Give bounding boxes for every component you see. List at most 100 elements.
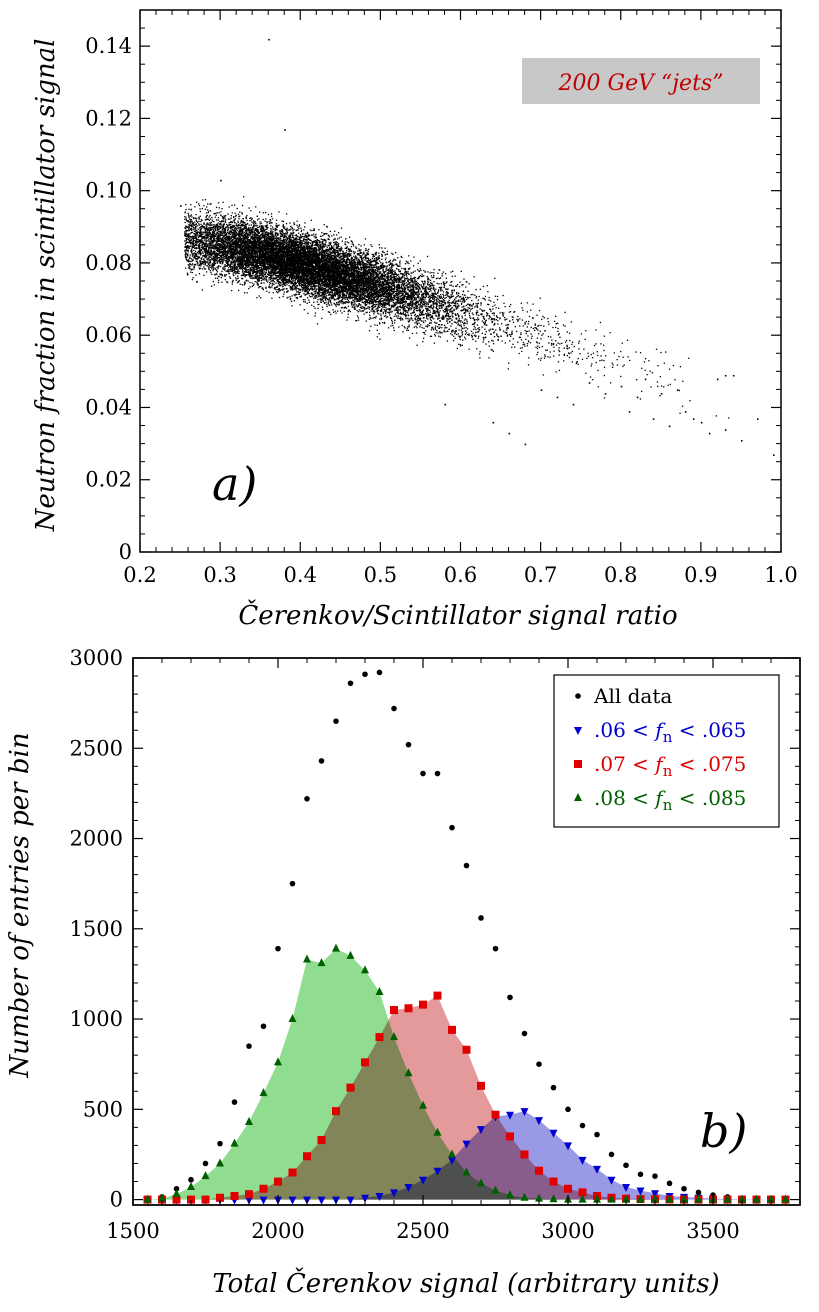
panel-a-scatter-point [429,309,431,311]
panel-a-scatter-point [290,277,293,279]
panel-a-scatter-point [538,342,540,344]
panel-a-scatter-point [270,215,273,218]
panel-a-scatter-point [391,319,393,322]
panel-a-scatter-point [235,279,237,281]
panel-a-scatter-point [487,303,489,306]
panel-a-scatter-point [405,260,407,262]
panel-a-scatter-point [373,306,376,308]
panel-a-scatter-point [483,309,486,312]
panel-a-scatter-point [265,218,267,220]
panel-a-scatter-point [310,279,312,281]
panel-a-scatter-point [254,245,257,247]
panel-a-scatter-point [375,269,377,271]
panel-a-scatter-point [289,282,291,284]
panel-a-scatter-point [210,233,212,236]
panel-a-scatter-point [393,291,396,293]
panel-a-scatter-point [314,237,316,239]
panel-a-scatter-point [646,373,648,376]
panel-a-scatter-point [368,260,370,262]
panel-a-scatter-point [223,259,225,261]
panel-a-scatter-point [418,293,421,295]
panel-a-scatter-point [347,288,349,290]
panel-a-scatter-point [190,224,192,226]
panel-a-scatter-point [327,244,329,247]
panel-a-scatter-point [430,284,432,287]
panel-a-scatter-point [230,231,233,234]
panel-a-scatter-point [293,231,295,234]
panel-a-scatter-point [557,361,560,363]
panel-a-scatter-point [337,282,339,284]
panel-a-scatter-point [186,272,189,274]
panel-a-scatter-point [418,317,420,320]
panel-a-scatter-point [373,293,375,295]
panel-a-scatter-point [354,300,356,303]
panel-a-scatter-point [397,308,399,310]
panel-a-scatter-point [204,237,206,239]
panel-a-scatter-point [324,258,326,260]
panel-a-scatter-point [429,298,431,300]
panel-a-scatter-point [552,343,555,346]
panel-a-scatter-point [338,278,340,280]
panel-a-scatter-point [302,240,304,242]
panel-a-scatter-point [350,245,353,248]
panel-a-scatter-point [329,274,332,276]
panel-a-scatter-point [203,239,206,241]
panel-a-scatter-point [449,297,451,300]
panel-a-scatter-point [289,285,292,288]
panel-a-scatter-point [203,250,206,252]
panel-a-scatter-point [251,221,253,223]
panel-a-scatter-point [303,281,305,284]
panel-a-scatter-point [244,244,247,246]
panel-a-scatter-point [247,263,249,265]
panel-a-scatter-point [206,258,208,260]
panel-a-scatter-point [461,284,463,286]
panel-a-scatter-point [349,297,351,300]
panel-a-scatter-point [239,228,242,230]
panel-a-scatter-point [537,358,540,360]
panel-a-scatter-point [272,231,274,233]
panel-a-scatter-point [424,333,426,335]
panel-a-scatter-point [365,252,368,254]
panel-a-scatter-point [435,300,438,302]
panel-a-scatter-point [432,309,435,312]
panel-a-scatter-point [728,417,730,419]
panel-a-scatter-point [277,282,279,285]
panel-a-scatter-point [445,313,448,315]
panel-a-scatter-point [433,302,435,304]
panel-a-scatter-point [287,246,290,249]
panel-a-scatter-point [294,234,296,237]
panel-a-scatter-point [224,279,226,281]
panel-a-scatter-point [269,268,271,270]
panel-a-scatter-point [305,293,308,295]
panel-a-scatter-point [298,276,300,278]
panel-a-scatter-point [327,264,329,266]
panel-a-scatter-point [314,294,317,297]
panel-a-scatter-point [370,302,373,305]
panel-a-scatter-point [429,318,432,320]
panel-a-scatter-point [379,318,381,320]
panel-a-scatter-point [248,274,250,276]
panel-a-scatter-point [411,305,413,307]
panel-a-scatter-point [411,312,413,314]
panel-a-scatter-point [423,296,425,298]
panel-a-scatter-point [407,270,409,273]
panel-a-scatter-point [359,294,361,296]
panel-a-scatter-point [255,247,257,249]
panel-a-scatter-point [601,359,603,361]
panel-a-scatter-point [359,254,361,257]
panel-a-scatter-point [493,324,495,326]
panel-a-scatter-point [250,250,253,253]
panel-a-scatter-point [222,220,224,222]
panel-a-scatter-point [277,282,280,284]
panel-a-scatter-point [377,273,379,275]
panel-a-scatter-point [499,317,501,319]
panel-a-scatter-point [198,256,200,258]
panel-a-scatter-point [194,206,196,208]
panel-a-scatter-point [537,351,539,354]
panel-a-scatter-point [294,240,297,243]
panel-a-scatter-point [331,304,333,306]
panel-a-scatter-point [323,297,325,300]
panel-a-scatter-point [296,224,298,226]
panel-a-scatter-point [243,233,246,236]
panel-a-scatter-point [268,222,271,225]
